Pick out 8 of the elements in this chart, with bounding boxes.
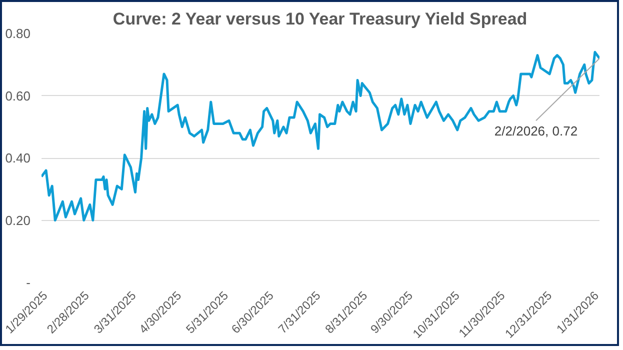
line-series [42, 50, 600, 222]
chart-title: Curve: 2 Year versus 10 Year Treasury Yield Spread [112, 10, 528, 28]
y-tick-label: 0.40 [5, 150, 31, 166]
annotation: 2/2/2026, 0.72 [494, 124, 578, 139]
y-tick-label: - [26, 275, 31, 290]
y-tick-label: 0.20 [5, 212, 31, 228]
y-tick-label: 0.60 [5, 88, 31, 104]
y-tick-label: 0.80 [5, 26, 31, 41]
